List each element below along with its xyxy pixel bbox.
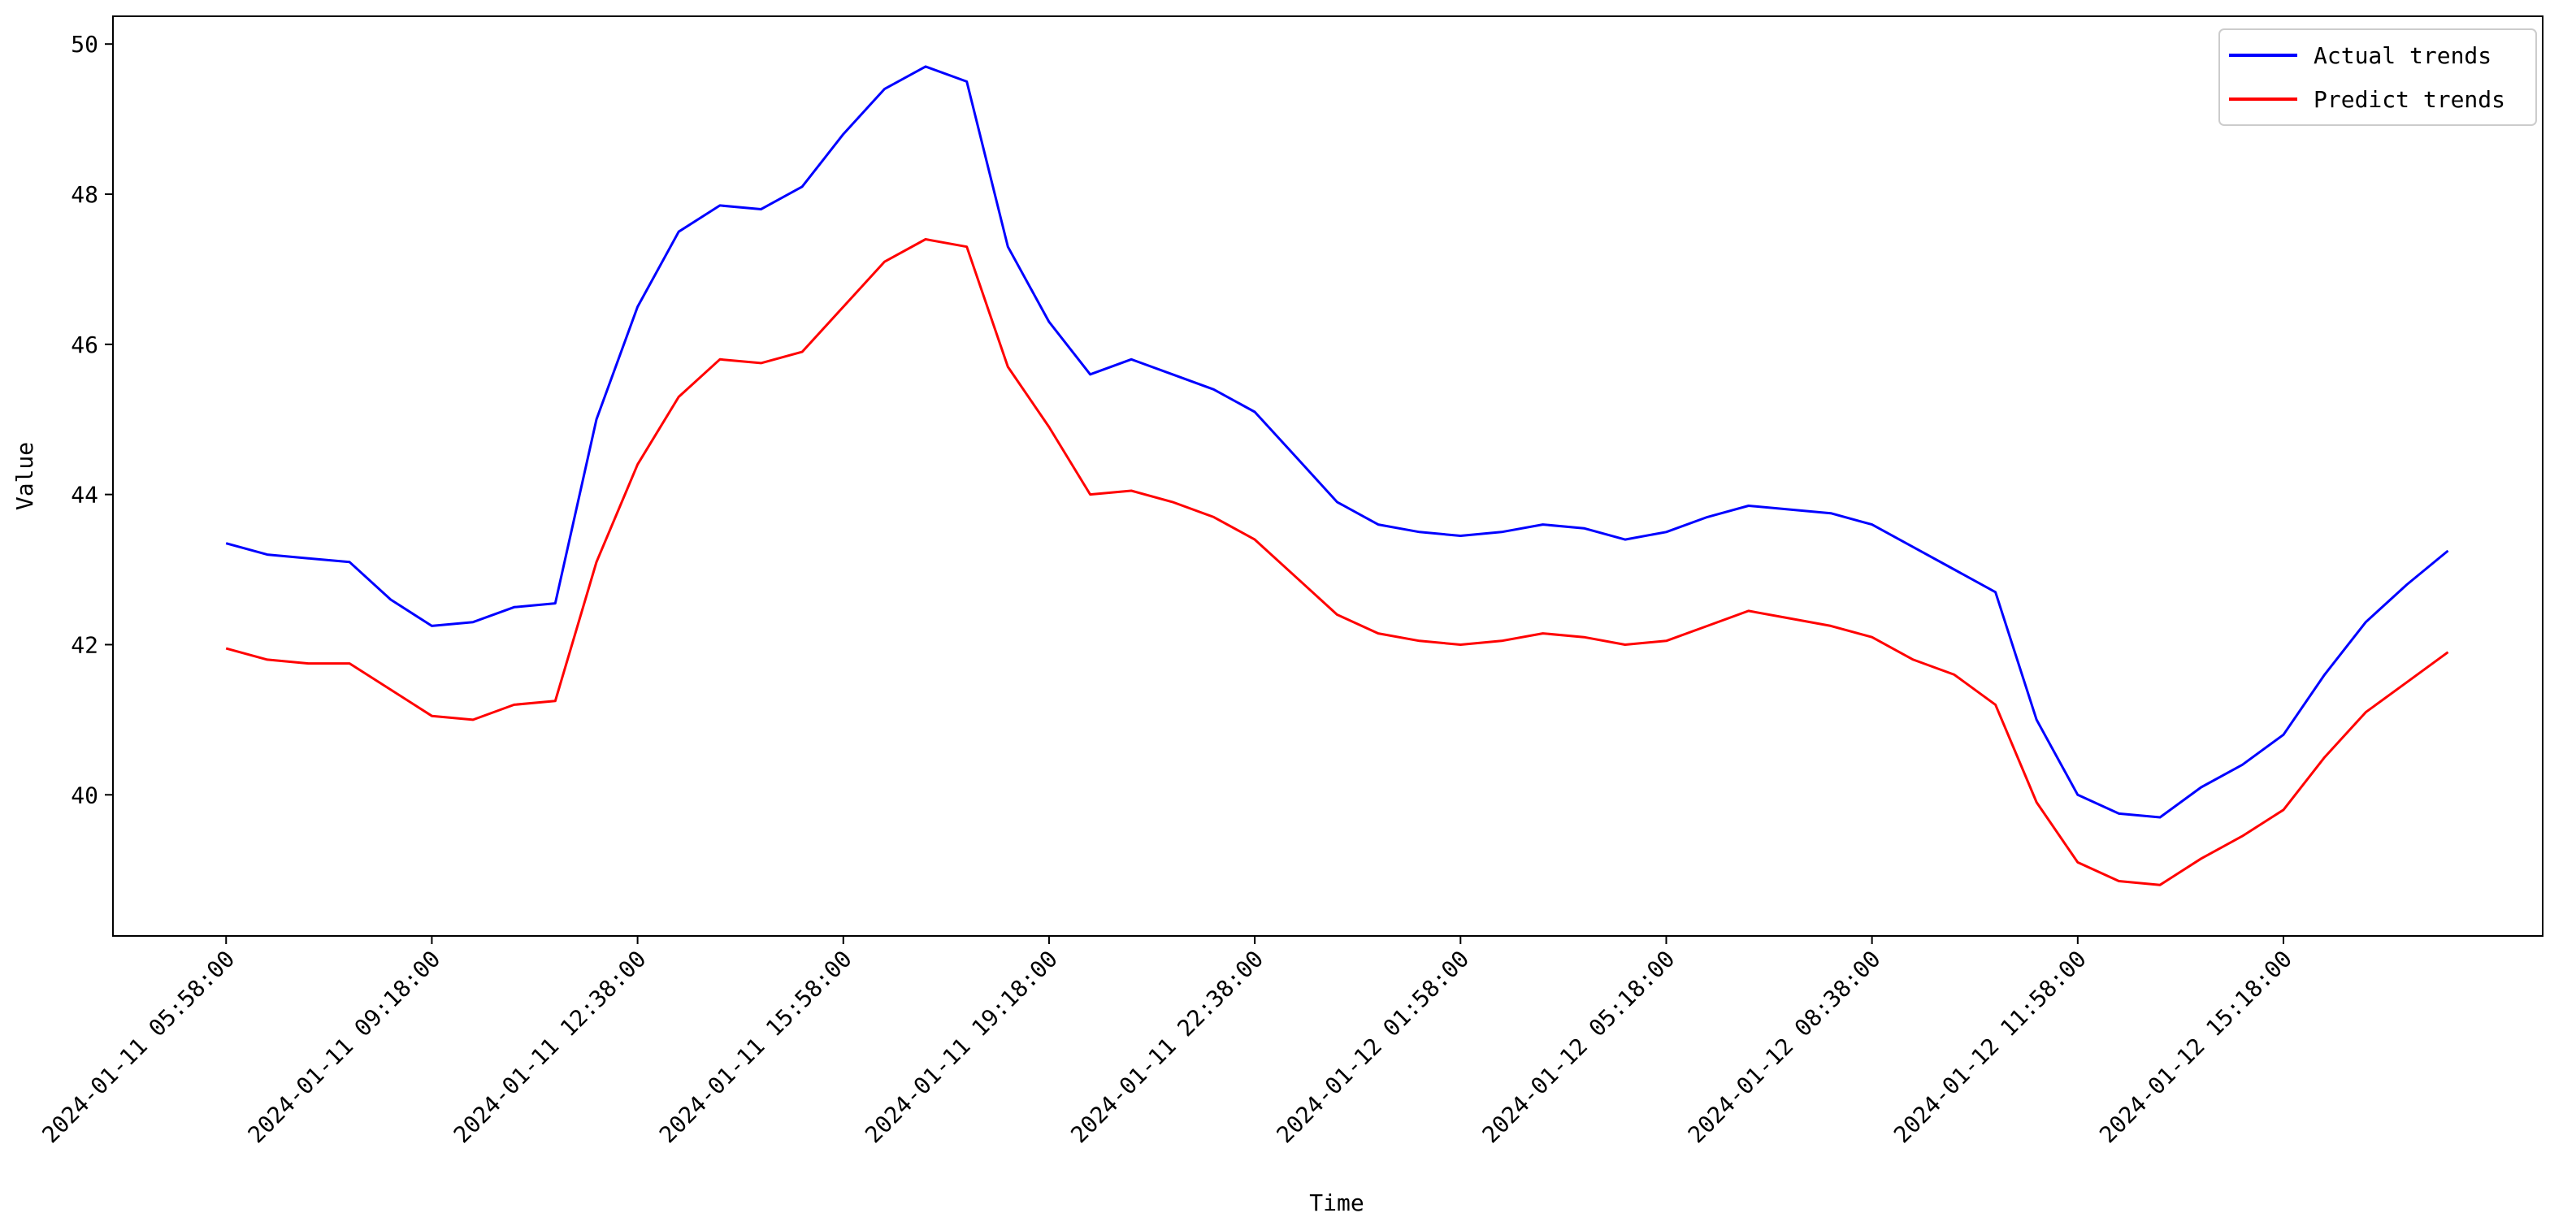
x-tick-label: 2024-01-12 08:38:00 [1683, 946, 1886, 1149]
x-tick-label: 2024-01-12 01:58:00 [1271, 946, 1474, 1149]
y-tick-label: 42 [71, 631, 98, 658]
data-line [225, 238, 2449, 886]
data-line [225, 65, 2449, 819]
x-tick-label: 2024-01-12 15:18:00 [2094, 946, 2297, 1149]
x-tick-label: 2024-01-11 05:58:00 [37, 946, 240, 1149]
legend-label: Predict trends [2314, 86, 2505, 113]
x-tick-label: 2024-01-11 12:38:00 [449, 946, 652, 1149]
y-axis-label: Value [11, 442, 38, 510]
y-tick-label: 40 [71, 782, 98, 808]
x-tick-label: 2024-01-12 05:18:00 [1477, 946, 1680, 1149]
x-axis-label: Time [1309, 1189, 1364, 1216]
x-tick-label: 2024-01-12 11:58:00 [1889, 946, 2092, 1149]
y-tick-label: 44 [71, 482, 98, 509]
y-tick-label: 50 [71, 31, 98, 58]
legend-label: Actual trends [2314, 42, 2491, 69]
x-tick-label: 2024-01-11 09:18:00 [243, 946, 446, 1149]
x-tick-label: 2024-01-11 22:38:00 [1065, 946, 1268, 1149]
plot-frame [112, 15, 2543, 937]
x-tick-label: 2024-01-11 15:58:00 [654, 946, 857, 1149]
legend-box [2218, 28, 2537, 126]
y-tick-label: 48 [71, 181, 98, 208]
x-tick-label: 2024-01-11 19:18:00 [860, 946, 1063, 1149]
y-tick-label: 46 [71, 331, 98, 358]
